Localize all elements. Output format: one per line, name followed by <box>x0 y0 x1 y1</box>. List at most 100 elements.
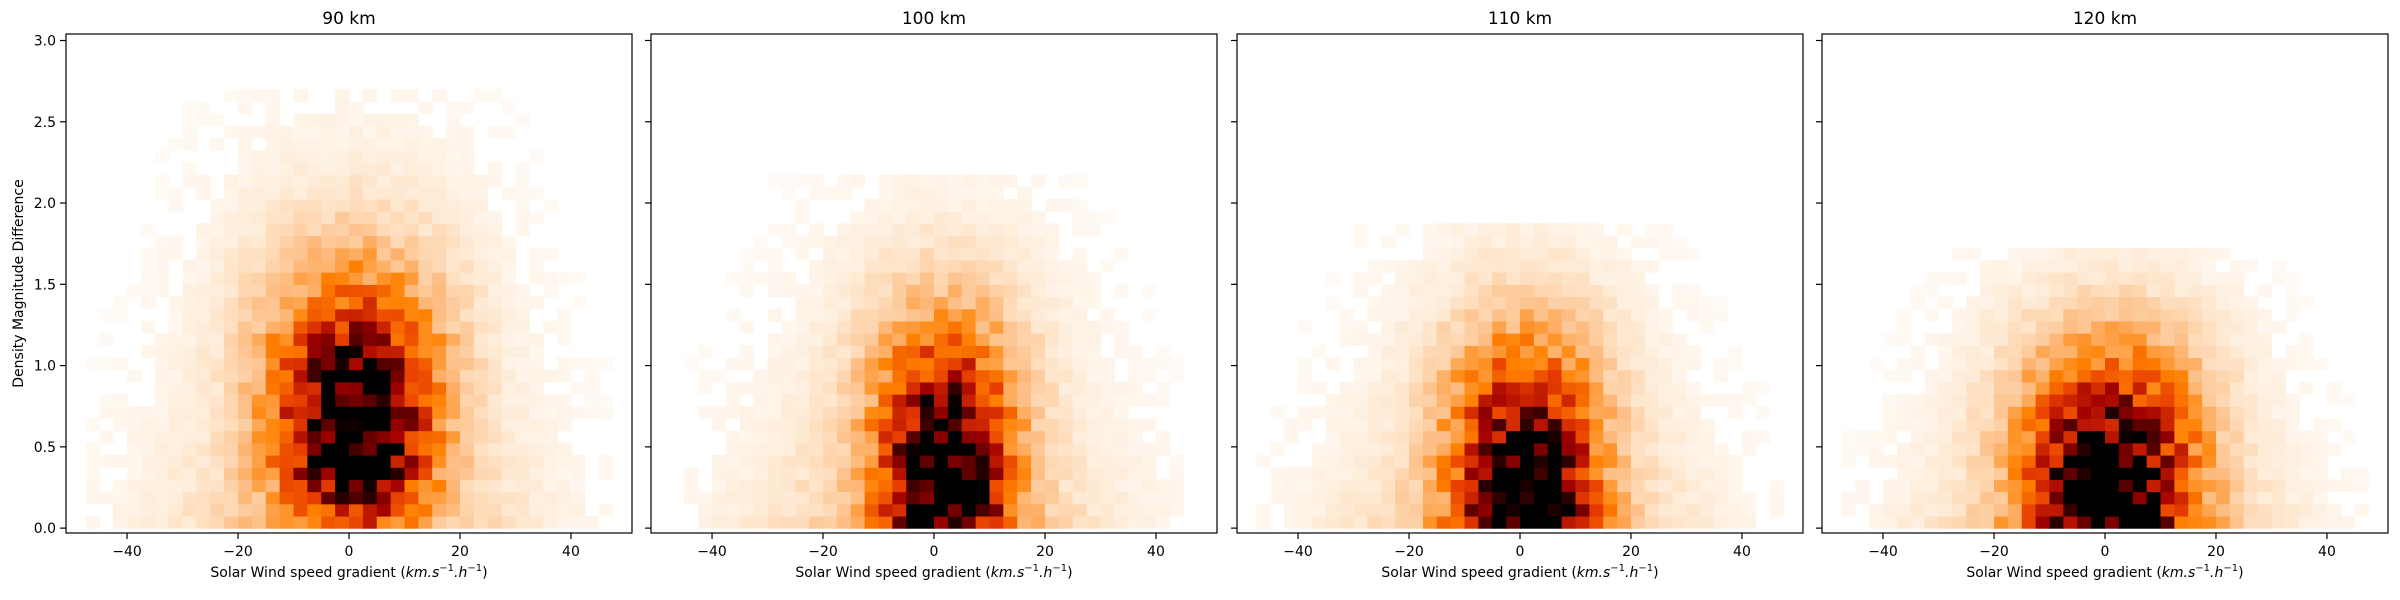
heatmap-cell <box>712 479 727 493</box>
heatmap-cell <box>1017 259 1032 273</box>
heatmap-cell <box>335 308 350 322</box>
heatmap-cell <box>432 430 447 444</box>
heatmap-cell <box>1044 235 1060 249</box>
heatmap-cell <box>265 162 281 176</box>
heatmap-cell <box>390 247 406 261</box>
heatmap-cell <box>961 320 977 334</box>
heatmap-cell <box>781 369 796 383</box>
heatmap-cell <box>1464 515 1479 529</box>
heatmap-cell <box>1506 442 1521 456</box>
heatmap-cell <box>1952 491 1967 505</box>
heatmap-cell <box>2118 479 2134 493</box>
heatmap-cell <box>140 467 156 480</box>
heatmap-cell <box>1755 381 1771 395</box>
heatmap-cell <box>850 223 866 237</box>
heatmap-cell <box>1533 369 1549 383</box>
heatmap-cell <box>1381 308 1396 322</box>
heatmap-cell <box>864 272 880 285</box>
heatmap-cell <box>349 369 364 383</box>
heatmap-cell <box>2215 503 2231 517</box>
heatmap-cell <box>2215 491 2231 505</box>
heatmap-cell <box>1755 430 1771 444</box>
heatmap-cell <box>1142 467 1157 480</box>
heatmap-cell <box>823 369 838 383</box>
heatmap-cell <box>432 467 447 480</box>
heatmap-cell <box>1603 235 1618 249</box>
heatmap-cell <box>1478 345 1493 359</box>
heatmap-cell <box>1644 479 1660 493</box>
heatmap-cell <box>265 479 281 493</box>
heatmap-cell <box>961 442 977 456</box>
heatmap-cell <box>2091 272 2106 285</box>
heatmap-cell <box>529 442 544 456</box>
heatmap-cell <box>1381 394 1396 407</box>
y-tick-label: 2.0 <box>34 196 56 212</box>
heatmap-cell <box>598 503 614 517</box>
heatmap-cell <box>2215 357 2231 371</box>
heatmap-cell <box>1952 467 1967 480</box>
heatmap-cell <box>1072 333 1088 346</box>
heatmap-cell <box>2174 296 2189 310</box>
heatmap-cell <box>1058 333 1074 346</box>
heatmap-cell <box>2229 454 2245 468</box>
heatmap-cell <box>1520 454 1535 468</box>
heatmap-cell <box>307 333 322 346</box>
heatmap-cell <box>1381 467 1396 480</box>
heatmap-cell <box>598 357 614 371</box>
heatmap-cell <box>836 467 852 480</box>
heatmap-cell <box>2021 284 2037 298</box>
heatmap-cell <box>279 186 295 200</box>
heatmap-cell <box>2132 430 2148 444</box>
heatmap-cell <box>795 503 810 517</box>
heatmap-cell <box>140 259 156 273</box>
heatmap-cell <box>210 235 225 249</box>
heatmap-cell <box>934 406 949 420</box>
heatmap-cell <box>1533 430 1549 444</box>
heatmap-cell <box>2118 357 2134 371</box>
heatmap-cell <box>1769 503 1785 517</box>
heatmap-cell <box>432 284 447 298</box>
heatmap-cell <box>1072 357 1088 371</box>
heatmap-cell <box>1952 503 1967 517</box>
heatmap-cell <box>947 430 963 444</box>
heatmap-cell <box>515 174 530 188</box>
heatmap-cell <box>154 430 170 444</box>
heatmap-cell <box>1533 333 1549 346</box>
heatmap-cell <box>224 406 239 420</box>
heatmap-cell <box>2313 467 2328 480</box>
heatmap-cell <box>1938 369 1953 383</box>
heatmap-cell <box>1603 284 1618 298</box>
heatmap-cell <box>1464 418 1479 432</box>
heatmap-cell <box>154 150 170 164</box>
heatmap-cell <box>1896 479 1912 493</box>
heatmap-cell <box>168 515 184 529</box>
x-axis-label: Solar Wind speed gradient (km.s−1.h−1) <box>1381 563 1658 581</box>
heatmap-cell <box>823 247 838 261</box>
heatmap-cell <box>1617 320 1632 334</box>
heatmap-cell <box>836 247 852 261</box>
heatmap-cell <box>473 247 489 261</box>
heatmap-cell <box>154 491 170 505</box>
heatmap-cell <box>1700 296 1715 310</box>
heatmap-cell <box>2077 442 2092 456</box>
heatmap-cell <box>809 186 824 200</box>
heatmap-cell <box>1896 467 1912 480</box>
heatmap-cell <box>795 333 810 346</box>
heatmap-cell <box>1100 308 1115 322</box>
heatmap-cell <box>961 223 977 237</box>
heatmap-cell <box>2243 357 2259 371</box>
heatmap-cell <box>335 247 350 261</box>
heatmap-cell <box>293 515 308 529</box>
heatmap-cell <box>906 259 921 273</box>
heatmap-cell <box>1464 320 1479 334</box>
heatmap-cell <box>1741 394 1757 407</box>
heatmap-cell <box>934 479 949 493</box>
heatmap-cell <box>446 442 461 456</box>
heatmap-cell <box>781 284 796 298</box>
heatmap-cell <box>1128 503 1143 517</box>
heatmap-cell <box>975 211 991 224</box>
heatmap-cell <box>2285 515 2300 529</box>
heatmap-cell <box>1395 394 1410 407</box>
heatmap-cell <box>2229 442 2245 456</box>
heatmap-cell <box>1728 467 1743 480</box>
